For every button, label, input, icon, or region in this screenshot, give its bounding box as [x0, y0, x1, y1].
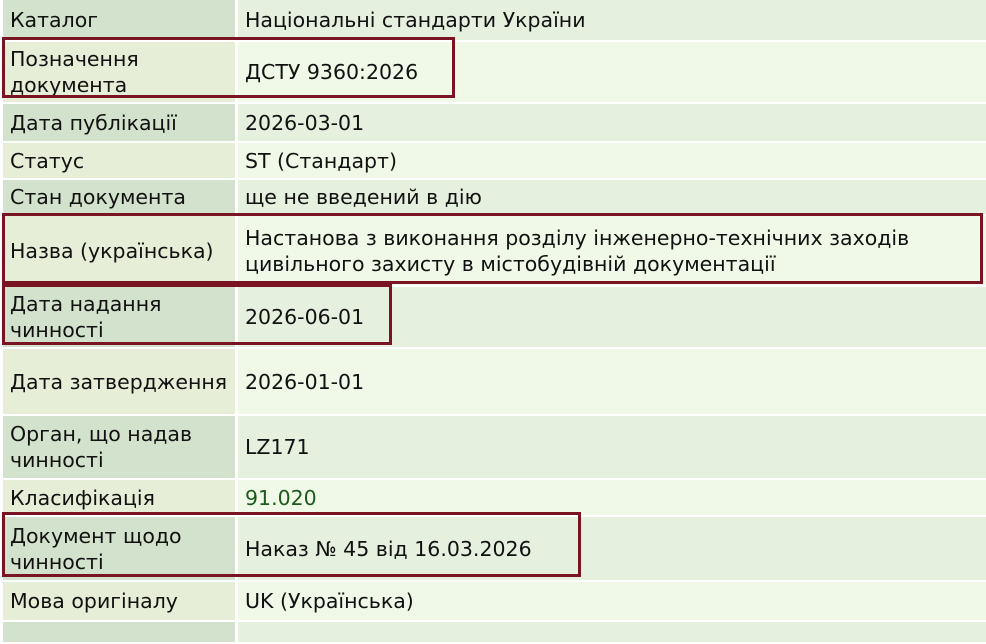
- row-designation: Позначення документа ДСТУ 9360:2026: [3, 42, 986, 102]
- label: Документ щодо чинності: [3, 517, 235, 580]
- row-publication-date: Дата публікації 2026-03-01: [3, 104, 986, 141]
- label: Статус: [3, 143, 235, 178]
- value: UK (Українська): [238, 582, 986, 620]
- row-classification: Класифікація 91.020: [3, 480, 986, 515]
- classification-link[interactable]: 91.020: [238, 480, 986, 515]
- label: Каталог: [3, 0, 235, 40]
- row-original-language: Мова оригіналу UK (Українська): [3, 582, 986, 620]
- label: Дата надання чинності: [3, 287, 235, 347]
- value: Національні стандарти України: [238, 0, 986, 40]
- row-status: Статус ST (Стандарт): [3, 143, 986, 178]
- value: 2026-03-01: [238, 104, 986, 141]
- value: LZ171: [238, 416, 986, 478]
- label: Мова оригіналу: [3, 582, 235, 620]
- row-partial: [3, 622, 986, 642]
- label: Дата затвердження: [3, 349, 235, 414]
- row-approval-date: Дата затвердження 2026-01-01: [3, 349, 986, 414]
- row-title-ukrainian: Назва (українська) Настанова з виконання …: [3, 216, 986, 285]
- label: Орган, що надав чинності: [3, 416, 235, 478]
- value: Наказ № 45 від 16.03.2026: [238, 517, 986, 580]
- value: ДСТУ 9360:2026: [238, 42, 986, 102]
- row-validity-document: Документ щодо чинності Наказ № 45 від 16.…: [3, 517, 986, 580]
- value: ще не введений в дію: [238, 180, 986, 214]
- value: 2026-01-01: [238, 349, 986, 414]
- row-catalog: Каталог Національні стандарти України: [3, 0, 986, 40]
- label: Стан документа: [3, 180, 235, 214]
- label: Назва (українська): [3, 216, 235, 285]
- row-document-state: Стан документа ще не введений в дію: [3, 180, 986, 214]
- row-authority: Орган, що надав чинності LZ171: [3, 416, 986, 478]
- label: Дата публікації: [3, 104, 235, 141]
- value: 2026-06-01: [238, 287, 986, 347]
- value: ST (Стандарт): [238, 143, 986, 178]
- label: [3, 622, 235, 642]
- label: Позначення документа: [3, 42, 235, 102]
- value: [238, 622, 986, 642]
- value: Настанова з виконання розділу інженерно-…: [238, 216, 986, 285]
- row-effective-date: Дата надання чинності 2026-06-01: [3, 287, 986, 347]
- label: Класифікація: [3, 480, 235, 515]
